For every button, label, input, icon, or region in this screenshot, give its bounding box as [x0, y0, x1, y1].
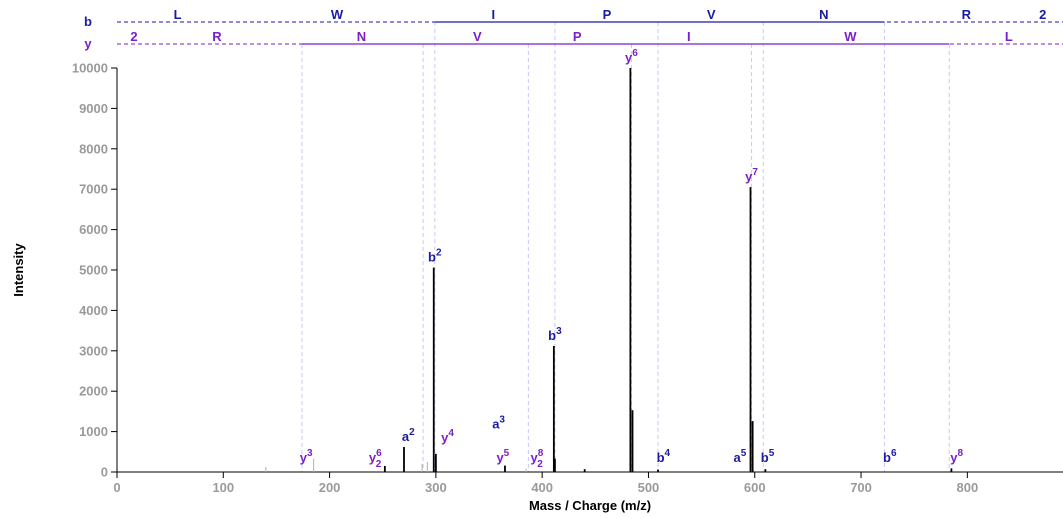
peak-label: y6	[625, 48, 638, 65]
peak-label: b3	[548, 326, 562, 343]
peak-label: a5	[733, 448, 746, 465]
peak-label: a3	[492, 414, 505, 431]
y-sequence-letter: W	[844, 29, 857, 44]
y-sequence-letter: I	[687, 29, 691, 44]
y-axis-title: Intensity	[11, 243, 26, 297]
x-tick-label: 700	[850, 480, 872, 495]
b-series-label: b	[84, 14, 92, 29]
y-tick-label: 0	[101, 465, 108, 480]
y-sequence-letter: R	[212, 29, 222, 44]
b-sequence-letter: I	[491, 7, 495, 22]
y-sequence-letter: N	[357, 29, 366, 44]
x-axis-title: Mass / Charge (m/z)	[529, 498, 651, 513]
x-tick-label: 800	[956, 480, 978, 495]
x-tick-label: 300	[425, 480, 447, 495]
x-tick-label: 500	[638, 480, 660, 495]
spectrum-peaks	[265, 68, 953, 472]
peak-label: b4	[657, 448, 671, 465]
b-sequence-letter: 2	[1039, 7, 1046, 22]
y-tick-label: 9000	[79, 101, 108, 116]
peak-label: a2	[402, 427, 415, 444]
peak-label: y7	[745, 167, 758, 184]
peak-label: y8	[950, 448, 963, 465]
y-tick-label: 5000	[79, 263, 108, 278]
y-sequence-letter: V	[473, 29, 482, 44]
b-sequence-letter: L	[174, 7, 182, 22]
x-tick-label: 0	[113, 480, 120, 495]
b-sequence-letter: P	[603, 7, 612, 22]
y-tick-label: 8000	[79, 141, 108, 156]
peak-label: y8 2	[530, 448, 543, 470]
peak-label: y4	[441, 428, 454, 445]
b-sequence-letter: V	[707, 7, 716, 22]
x-tick-label: 600	[744, 480, 766, 495]
peak-annotations: b2 b3 y6 y7 a2 y3 y6 2 y4 a3 y5 y8 2 b4 a5 b5 b6 y8	[300, 48, 964, 470]
peak-label: y6 2	[369, 448, 382, 470]
y-tick-label: 1000	[79, 424, 108, 439]
b-sequence-letter: N	[819, 7, 828, 22]
fragment-guide-lines	[301, 22, 950, 472]
y-series-label: y	[84, 36, 92, 51]
peak-label: y3	[300, 448, 313, 465]
y-sequence-letter: 2	[130, 29, 137, 44]
peak-label: b6	[883, 448, 897, 465]
b-sequence-letter: R	[962, 7, 972, 22]
x-tick-label: 100	[212, 480, 234, 495]
y-sequence-letter: P	[573, 29, 582, 44]
axes: 0100020003000400050006000700080009000100…	[72, 61, 1063, 495]
y-sequence-letter: L	[1005, 29, 1013, 44]
peak-label: y5	[496, 448, 509, 465]
peak-label: b5	[761, 448, 775, 465]
peptide-sequence-ladder: b L W I P V N R 2 y 2 R N V P I W L	[84, 7, 1063, 51]
y-tick-label: 2000	[79, 384, 108, 399]
y-tick-label: 7000	[79, 182, 108, 197]
y-tick-label: 10000	[72, 61, 108, 76]
peak-label: b2	[428, 248, 442, 265]
b-sequence-letter: W	[331, 7, 344, 22]
x-tick-label: 200	[319, 480, 341, 495]
y-tick-label: 3000	[79, 343, 108, 358]
x-tick-label: 400	[531, 480, 553, 495]
y-tick-label: 4000	[79, 303, 108, 318]
y-tick-label: 6000	[79, 222, 108, 237]
